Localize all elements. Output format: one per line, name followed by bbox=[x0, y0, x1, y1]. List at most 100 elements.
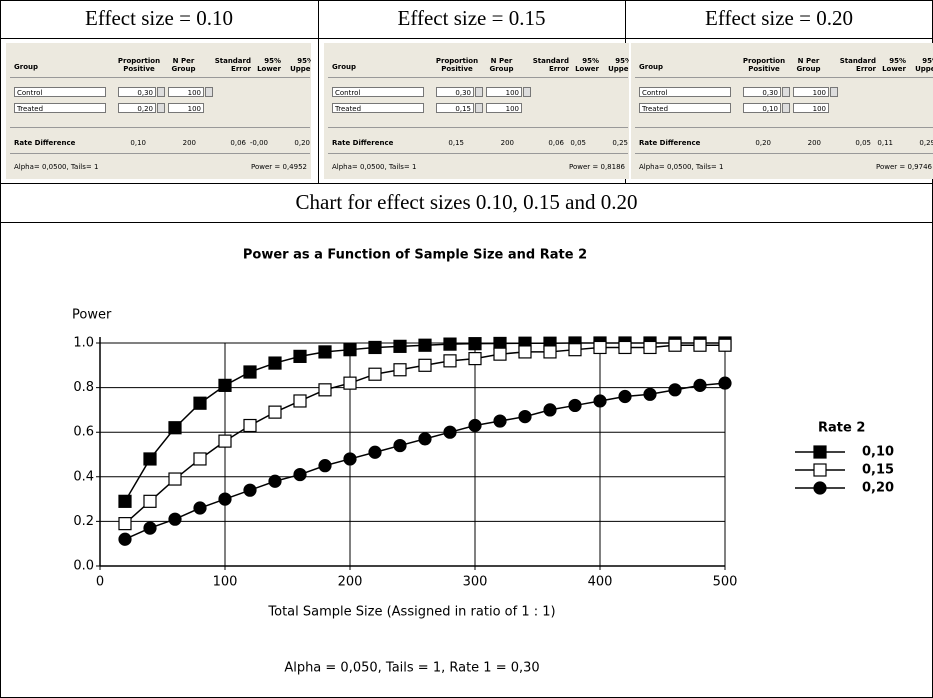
x-tick-label: 0 bbox=[96, 575, 104, 590]
group-input: Treated bbox=[332, 103, 424, 113]
spinner bbox=[830, 87, 838, 97]
row-label: Rate Difference bbox=[639, 139, 700, 147]
marker bbox=[269, 475, 281, 487]
separator bbox=[328, 77, 628, 78]
footer-right: Power = 0,8186 bbox=[569, 163, 625, 171]
spinner bbox=[475, 87, 483, 97]
chart-title: Power as a Function of Sample Size and R… bbox=[243, 248, 587, 263]
marker bbox=[169, 473, 181, 485]
marker bbox=[219, 493, 231, 505]
marker bbox=[369, 341, 381, 353]
column-header: 95% Upper bbox=[909, 57, 933, 73]
spinner bbox=[205, 87, 213, 97]
difference-value: 0,25 bbox=[598, 139, 628, 147]
y-tick-label: 0.4 bbox=[73, 469, 94, 484]
marker bbox=[619, 391, 631, 403]
legend-marker bbox=[814, 464, 826, 476]
marker bbox=[469, 353, 481, 365]
header: Effect size = 0.15 bbox=[318, 0, 625, 37]
n-input: 100 bbox=[793, 103, 829, 113]
footer-left: Alpha= 0,0500, Tails= 1 bbox=[14, 163, 98, 171]
separator bbox=[10, 77, 310, 78]
legend-marker bbox=[814, 482, 826, 494]
marker bbox=[669, 384, 681, 396]
marker bbox=[144, 522, 156, 534]
marker bbox=[194, 502, 206, 514]
column-header: N Per Group bbox=[166, 57, 201, 73]
x-tick-label: 500 bbox=[713, 575, 738, 590]
proportion-input: 0,30 bbox=[118, 87, 156, 97]
marker bbox=[169, 422, 181, 434]
header: Effect size = 0.20 bbox=[625, 0, 933, 37]
marker bbox=[194, 453, 206, 465]
legend-label: 0,10 bbox=[862, 445, 894, 460]
difference-value: 0,10 bbox=[116, 139, 146, 147]
marker bbox=[369, 368, 381, 380]
y-tick-label: 0.6 bbox=[73, 425, 94, 440]
group-input: Treated bbox=[639, 103, 731, 113]
annotation: Alpha = 0,050, Tails = 1, Rate 1 = 0,30 bbox=[284, 661, 539, 676]
spinner bbox=[157, 87, 165, 97]
column-header: Proportion Positive bbox=[432, 57, 482, 73]
separator bbox=[10, 153, 310, 154]
proportion-input: 0,15 bbox=[436, 103, 474, 113]
column-header: Standard Error bbox=[836, 57, 876, 73]
column-header: N Per Group bbox=[791, 57, 826, 73]
n-input: 100 bbox=[793, 87, 829, 97]
marker bbox=[519, 346, 531, 358]
difference-value: 0,15 bbox=[434, 139, 464, 147]
marker bbox=[419, 433, 431, 445]
column-header: 95% Upper bbox=[284, 57, 311, 73]
column-header: 95% Lower bbox=[256, 57, 281, 73]
difference-value: 0,05 bbox=[556, 139, 586, 147]
legend-marker bbox=[814, 446, 826, 458]
column-header: Group bbox=[14, 63, 74, 71]
column-header: Proportion Positive bbox=[739, 57, 789, 73]
header: Effect size = 0.10 bbox=[0, 0, 318, 37]
row-label: Rate Difference bbox=[14, 139, 75, 147]
marker bbox=[369, 446, 381, 458]
marker bbox=[219, 435, 231, 447]
column-header: Standard Error bbox=[529, 57, 569, 73]
difference-value: 0,20 bbox=[280, 139, 310, 147]
marker bbox=[444, 338, 456, 350]
difference-value: 200 bbox=[791, 139, 821, 147]
legend-label: 0,20 bbox=[862, 481, 894, 496]
column-header: 95% Lower bbox=[881, 57, 906, 73]
column-header: N Per Group bbox=[484, 57, 519, 73]
legend-label: 0,15 bbox=[862, 463, 894, 478]
marker bbox=[219, 379, 231, 391]
caption: Chart for effect sizes 0.10, 0.15 and 0.… bbox=[0, 184, 933, 221]
x-tick-label: 300 bbox=[463, 575, 488, 590]
marker bbox=[419, 359, 431, 371]
column-header: Proportion Positive bbox=[114, 57, 164, 73]
difference-value: -0,00 bbox=[238, 139, 268, 147]
marker bbox=[719, 339, 731, 351]
marker bbox=[619, 341, 631, 353]
n-input: 100 bbox=[168, 87, 204, 97]
marker bbox=[269, 357, 281, 369]
marker bbox=[569, 344, 581, 356]
marker bbox=[344, 377, 356, 389]
column-header: 95% Lower bbox=[574, 57, 599, 73]
marker bbox=[444, 426, 456, 438]
marker bbox=[119, 495, 131, 507]
marker bbox=[269, 406, 281, 418]
marker bbox=[419, 339, 431, 351]
separator bbox=[328, 127, 628, 128]
marker bbox=[119, 518, 131, 530]
separator bbox=[328, 153, 628, 154]
page: Effect size = 0.10 Effect size = 0.15 Ef… bbox=[0, 0, 933, 698]
marker bbox=[144, 495, 156, 507]
separator bbox=[635, 127, 933, 128]
marker bbox=[544, 346, 556, 358]
y-tick-label: 0.0 bbox=[73, 559, 94, 574]
x-tick-label: 400 bbox=[588, 575, 613, 590]
y-tick-label: 0.8 bbox=[73, 380, 94, 395]
separator bbox=[635, 153, 933, 154]
spinner bbox=[782, 103, 790, 113]
n-input: 100 bbox=[168, 103, 204, 113]
marker bbox=[644, 388, 656, 400]
marker bbox=[444, 355, 456, 367]
border bbox=[0, 38, 933, 39]
